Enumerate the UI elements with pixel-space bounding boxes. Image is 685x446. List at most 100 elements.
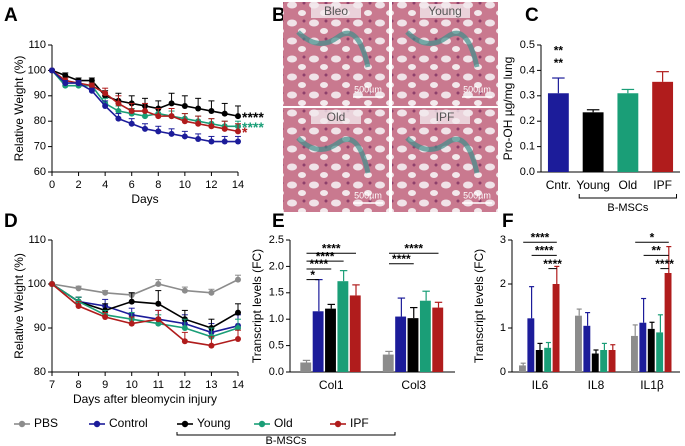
point bbox=[181, 338, 188, 345]
histology-image bbox=[392, 108, 498, 212]
y-tick-label: 2.0 bbox=[269, 260, 284, 272]
point bbox=[168, 130, 175, 137]
y-tick-label: 90 bbox=[34, 322, 46, 334]
point bbox=[181, 325, 188, 331]
point bbox=[102, 289, 109, 296]
label-bg bbox=[420, 4, 470, 18]
point bbox=[235, 336, 241, 342]
fibrosis bbox=[296, 30, 371, 68]
point bbox=[62, 80, 69, 87]
point bbox=[195, 135, 202, 142]
fibrosis bbox=[405, 30, 480, 68]
point bbox=[181, 133, 188, 140]
point bbox=[62, 72, 69, 79]
point bbox=[168, 113, 175, 120]
legend-group-bracket bbox=[176, 432, 396, 436]
x-tick-label: 6 bbox=[129, 179, 135, 191]
significance: **** bbox=[543, 257, 562, 271]
point bbox=[235, 276, 241, 283]
x-tick-label: 14 bbox=[232, 179, 244, 191]
bar bbox=[407, 318, 419, 372]
y-axis-label: Pro-OH µg/mg lung bbox=[501, 57, 515, 161]
significance: * bbox=[310, 268, 315, 282]
group-bracket bbox=[578, 194, 678, 199]
point bbox=[49, 67, 55, 74]
bar bbox=[349, 295, 361, 372]
bar bbox=[631, 335, 638, 372]
y-tick-label: 0.4 bbox=[520, 64, 535, 76]
point bbox=[88, 77, 95, 84]
bar bbox=[664, 273, 672, 372]
y-tick-label: 110 bbox=[28, 39, 46, 51]
bar bbox=[544, 347, 552, 372]
panel-label: F bbox=[502, 211, 514, 232]
y-tick-label: 2.5 bbox=[269, 234, 284, 246]
point bbox=[115, 100, 122, 107]
point bbox=[195, 120, 202, 127]
point bbox=[208, 123, 215, 130]
bar bbox=[652, 81, 674, 172]
panel-label: C bbox=[525, 5, 539, 26]
bar bbox=[535, 350, 543, 372]
x-tick-label: 8 bbox=[76, 379, 82, 391]
x-tick-label: 11 bbox=[153, 379, 164, 391]
significance: **** bbox=[535, 244, 554, 258]
point bbox=[221, 110, 228, 117]
significance: **** bbox=[392, 252, 411, 266]
label-bg bbox=[311, 110, 361, 124]
y-tick-label: 80 bbox=[34, 366, 46, 378]
point bbox=[208, 342, 215, 349]
legend-label: IPF bbox=[350, 416, 369, 430]
legend-label: Control bbox=[109, 416, 148, 430]
panel-label: B bbox=[272, 5, 286, 26]
label-bg bbox=[420, 110, 470, 124]
point bbox=[102, 314, 109, 320]
x-tick-label: 10 bbox=[126, 379, 138, 391]
significance: ** bbox=[652, 244, 662, 258]
x-tick-label: IPF bbox=[653, 178, 672, 192]
y-axis-label: Relative Weight (%) bbox=[12, 56, 26, 162]
significance: **** bbox=[404, 241, 423, 255]
bar bbox=[325, 308, 336, 372]
x-tick-label: 9 bbox=[102, 379, 108, 391]
y-tick-label: 3 bbox=[500, 234, 506, 246]
x-tick-label: IL6 bbox=[532, 378, 549, 392]
tile-label: Old bbox=[327, 110, 346, 124]
point bbox=[235, 113, 241, 120]
bar bbox=[639, 322, 647, 372]
bar bbox=[582, 112, 604, 172]
point bbox=[155, 316, 162, 323]
y-tick-label: 2 bbox=[500, 278, 506, 290]
point bbox=[208, 289, 215, 296]
point bbox=[221, 138, 228, 145]
y-tick-label: 0.5 bbox=[520, 39, 535, 51]
x-tick-label: 13 bbox=[205, 379, 217, 391]
x-axis-label: Days after bleomycin injury bbox=[73, 392, 217, 406]
point bbox=[168, 100, 175, 107]
significance: * bbox=[650, 230, 655, 244]
bar bbox=[337, 281, 349, 372]
y-tick-label: 1.5 bbox=[269, 287, 284, 299]
significance: **** bbox=[655, 257, 674, 271]
significance: **** bbox=[531, 230, 550, 244]
point bbox=[102, 102, 109, 109]
point bbox=[142, 125, 148, 132]
scale-label: 500µm bbox=[354, 190, 382, 200]
point bbox=[88, 87, 95, 94]
legend-marker bbox=[181, 420, 189, 428]
point bbox=[181, 287, 188, 294]
point bbox=[128, 298, 135, 305]
y-tick-label: 1.0 bbox=[269, 313, 284, 325]
bar bbox=[575, 315, 582, 372]
fibrosis bbox=[405, 136, 480, 174]
x-tick-label: Old bbox=[619, 178, 638, 192]
x-tick-label: Young bbox=[576, 178, 610, 192]
x-tick-label: 10 bbox=[179, 179, 191, 191]
tile-label: IPF bbox=[436, 110, 455, 124]
significance: ** bbox=[554, 43, 564, 57]
bar bbox=[432, 307, 444, 372]
bar bbox=[312, 311, 324, 372]
series-line bbox=[51, 283, 239, 347]
y-tick-label: 0.2 bbox=[520, 115, 535, 127]
